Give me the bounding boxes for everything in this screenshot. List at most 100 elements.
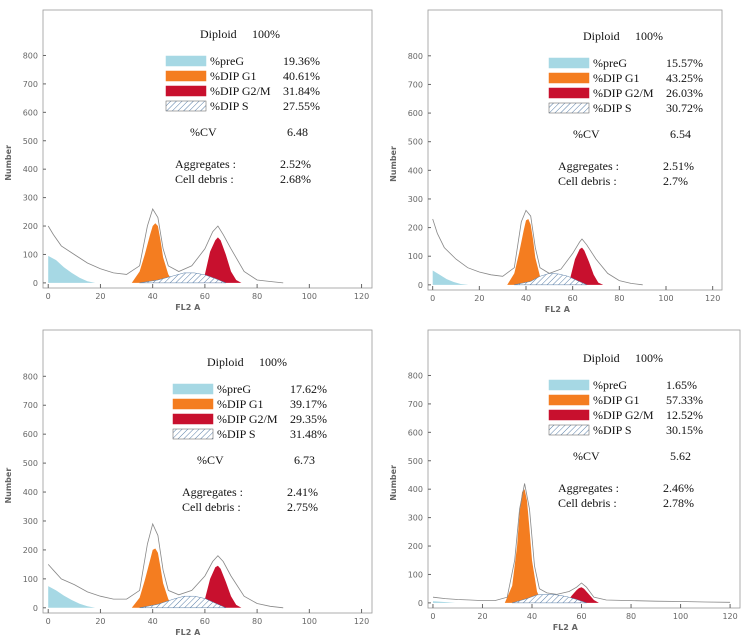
y-tick-label: 300 bbox=[408, 514, 423, 523]
debris-label: Cell debris : bbox=[558, 496, 617, 510]
y-tick-label: 300 bbox=[408, 195, 423, 204]
y-tick-label: 500 bbox=[408, 457, 423, 466]
x-tick-label: 120 bbox=[354, 292, 369, 301]
phase-area bbox=[199, 565, 242, 608]
diploid-value: 100% bbox=[259, 355, 287, 369]
legend-label: %DIP G1 bbox=[593, 71, 640, 85]
y-tick-label: 300 bbox=[23, 194, 38, 203]
x-tick-label: 100 bbox=[302, 292, 317, 301]
y-tick-label: 700 bbox=[408, 400, 423, 409]
y-tick-label: 500 bbox=[23, 459, 38, 468]
legend-label: %preG bbox=[210, 54, 244, 68]
legend-label: %DIP G2/M bbox=[593, 86, 654, 100]
aggregates-value: 2.46% bbox=[663, 481, 694, 495]
legend-label: %preG bbox=[593, 56, 627, 70]
legend-swatch bbox=[548, 72, 590, 84]
y-tick-label: 200 bbox=[408, 542, 423, 551]
x-tick-label: 80 bbox=[252, 292, 262, 301]
legend-label: %DIP S bbox=[210, 99, 249, 113]
phase-area bbox=[504, 489, 542, 603]
legend-value: 40.61% bbox=[283, 69, 320, 83]
x-tick-label: 0 bbox=[46, 617, 51, 626]
legend-label: %preG bbox=[217, 382, 251, 396]
x-tick-label: 20 bbox=[95, 292, 105, 301]
phase-area bbox=[432, 270, 468, 285]
y-axis-label: Number bbox=[389, 465, 398, 501]
x-tick-label: 0 bbox=[430, 294, 435, 303]
legend-label: %preG bbox=[593, 378, 627, 392]
x-tick-label: 100 bbox=[302, 617, 317, 626]
x-tick-label: 100 bbox=[658, 294, 673, 303]
histogram-outline bbox=[47, 522, 284, 609]
x-tick-label: 80 bbox=[252, 617, 262, 626]
y-tick-label: 0 bbox=[33, 279, 38, 288]
cv-value: 5.62 bbox=[670, 449, 691, 463]
legend-value: 26.03% bbox=[666, 86, 703, 100]
phase-area bbox=[131, 548, 174, 608]
x-tick-label: 100 bbox=[673, 612, 688, 621]
legend-swatch bbox=[548, 87, 590, 99]
y-tick-label: 800 bbox=[23, 51, 38, 60]
y-tick-label: 700 bbox=[408, 80, 423, 89]
y-tick-label: 200 bbox=[23, 222, 38, 231]
y-tick-label: 400 bbox=[408, 166, 423, 175]
y-tick-label: 600 bbox=[408, 109, 423, 118]
y-axis-label: Number bbox=[4, 145, 13, 181]
legend-value: 43.25% bbox=[666, 71, 703, 85]
legend-label: %DIP S bbox=[217, 427, 256, 441]
legend-swatch bbox=[548, 409, 590, 421]
x-tick-label: 80 bbox=[614, 294, 624, 303]
legend-label: %DIP S bbox=[593, 101, 632, 115]
x-tick-label: 60 bbox=[576, 612, 586, 621]
legend-value: 17.62% bbox=[290, 382, 327, 396]
diploid-value: 100% bbox=[252, 27, 280, 41]
histogram-outline bbox=[432, 209, 643, 286]
legend-swatch bbox=[165, 70, 207, 82]
legend-swatch bbox=[548, 394, 590, 406]
y-tick-label: 0 bbox=[418, 281, 423, 290]
phase-area bbox=[48, 255, 96, 283]
legend-label: %DIP G2/M bbox=[217, 412, 278, 426]
plot-frame bbox=[42, 329, 373, 614]
legend-swatch bbox=[172, 428, 214, 440]
aggregates-value: 2.51% bbox=[663, 159, 694, 173]
y-tick-label: 800 bbox=[408, 371, 423, 380]
phase-area bbox=[565, 247, 603, 285]
y-tick-label: 800 bbox=[23, 372, 38, 381]
legend-value: 31.84% bbox=[283, 84, 320, 98]
x-tick-label: 20 bbox=[95, 617, 105, 626]
cv-value: 6.54 bbox=[670, 127, 691, 141]
y-tick-label: 700 bbox=[23, 401, 38, 410]
aggregates-label: Aggregates : bbox=[558, 481, 619, 495]
debris-value: 2.68% bbox=[280, 172, 311, 186]
y-tick-label: 600 bbox=[23, 108, 38, 117]
x-axis-label: FL2 A bbox=[175, 628, 201, 637]
x-tick-label: 80 bbox=[626, 612, 636, 621]
phase-area bbox=[514, 273, 587, 286]
legend-swatch bbox=[165, 55, 207, 67]
y-tick-label: 100 bbox=[408, 252, 423, 261]
y-tick-label: 600 bbox=[23, 430, 38, 439]
legend-value: 29.35% bbox=[290, 412, 327, 426]
histogram-outline bbox=[47, 208, 284, 284]
legend-label: %DIP G1 bbox=[217, 397, 264, 411]
x-axis-label: FL2 A bbox=[545, 305, 571, 314]
y-tick-label: 500 bbox=[408, 138, 423, 147]
aggregates-label: Aggregates : bbox=[558, 159, 619, 173]
diploid-value: 100% bbox=[635, 29, 663, 43]
y-tick-label: 0 bbox=[33, 604, 38, 613]
x-tick-label: 20 bbox=[474, 294, 484, 303]
phase-area bbox=[433, 601, 456, 603]
y-axis-label: Number bbox=[389, 146, 398, 182]
aggregates-value: 2.52% bbox=[280, 157, 311, 171]
x-tick-label: 0 bbox=[46, 292, 51, 301]
phase-area bbox=[48, 586, 96, 608]
x-axis-label: FL2 A bbox=[175, 303, 201, 312]
x-tick-label: 40 bbox=[148, 292, 158, 301]
phase-area bbox=[139, 595, 227, 609]
legend-swatch bbox=[548, 379, 590, 391]
legend-swatch bbox=[165, 85, 207, 97]
histogram-outline bbox=[432, 483, 731, 603]
y-tick-label: 700 bbox=[23, 80, 38, 89]
